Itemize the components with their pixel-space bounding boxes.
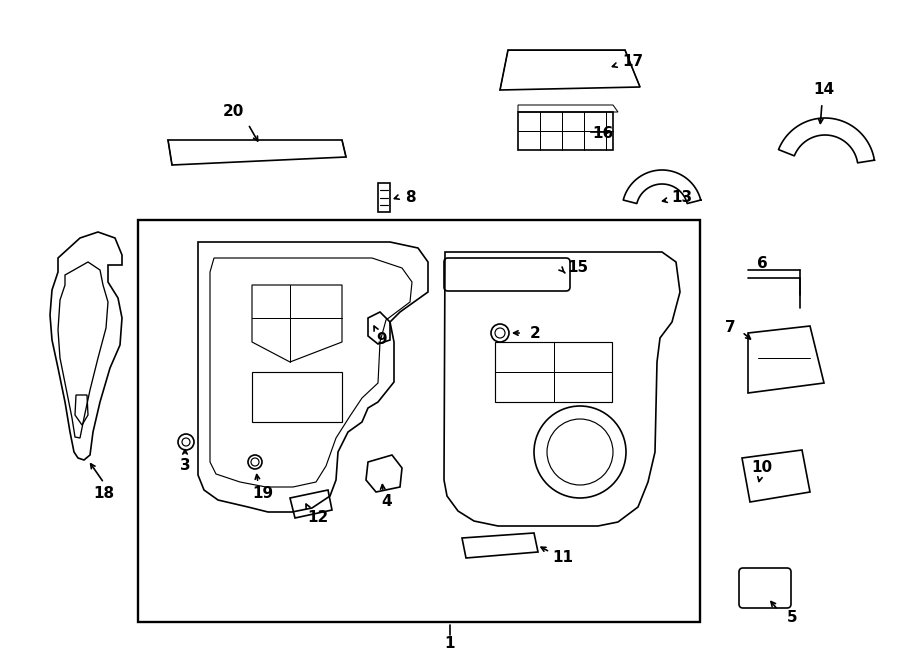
Text: 6: 6 [757, 256, 768, 270]
Circle shape [547, 419, 613, 485]
Circle shape [182, 438, 190, 446]
Text: 2: 2 [529, 325, 540, 340]
Text: 5: 5 [787, 609, 797, 625]
Circle shape [178, 434, 194, 450]
Text: 13: 13 [671, 190, 693, 206]
Text: 11: 11 [553, 551, 573, 566]
Text: 7: 7 [724, 321, 735, 336]
Bar [138, 220, 700, 622]
Circle shape [248, 455, 262, 469]
Text: 18: 18 [94, 486, 114, 502]
Text: 20: 20 [222, 104, 244, 120]
Circle shape [491, 324, 509, 342]
Text: 14: 14 [814, 83, 834, 98]
FancyBboxPatch shape [739, 568, 791, 608]
Text: 10: 10 [752, 461, 772, 475]
Text: 15: 15 [567, 260, 589, 276]
Text: 8: 8 [405, 190, 415, 204]
Text: 19: 19 [252, 486, 274, 502]
Circle shape [495, 328, 505, 338]
Text: 16: 16 [592, 126, 614, 141]
Text: 12: 12 [308, 510, 328, 525]
Text: 3: 3 [180, 459, 190, 473]
Circle shape [251, 458, 259, 466]
Circle shape [534, 406, 626, 498]
Text: 9: 9 [377, 332, 387, 348]
Text: 4: 4 [382, 494, 392, 510]
FancyBboxPatch shape [444, 258, 570, 291]
Text: 17: 17 [623, 54, 644, 69]
Text: 1: 1 [445, 635, 455, 650]
